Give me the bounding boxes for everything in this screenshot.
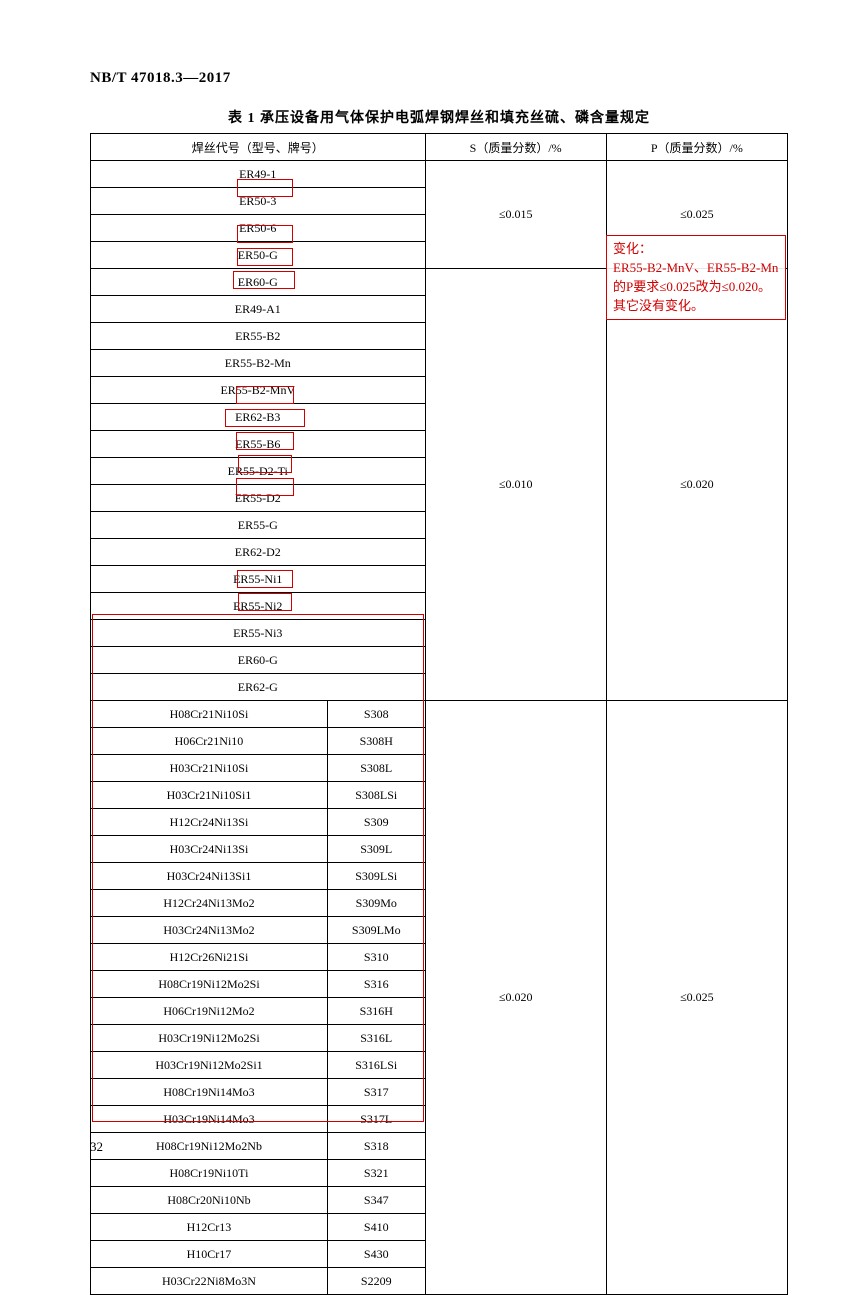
wire-code-a: H06Cr21Ni10	[91, 728, 328, 755]
wire-code-a: H08Cr21Ni10Si	[91, 701, 328, 728]
document-page: NB/T 47018.3—2017 表 1 承压设备用气体保护电弧焊钢焊丝和填充…	[0, 0, 848, 1200]
change-callout: 变化： ER55-B2-MnV、ER55-B2-Mn的P要求≤0.025改为≤0…	[606, 235, 786, 320]
callout-line3: 其它没有变化。	[613, 298, 704, 313]
wire-code-b: S316L	[327, 1025, 425, 1052]
wire-code: ER55-G	[91, 512, 426, 539]
wire-code-a: H03Cr19Ni12Mo2Si	[91, 1025, 328, 1052]
table-header-row: 焊丝代号（型号、牌号） S（质量分数）/% P（质量分数）/%	[91, 134, 788, 161]
wire-code: ER55-D2-Ti	[91, 458, 426, 485]
wire-code-a: H10Cr17	[91, 1241, 328, 1268]
wire-code-b: S317L	[327, 1106, 425, 1133]
wire-code-b: S316	[327, 971, 425, 998]
wire-code-b: S310	[327, 944, 425, 971]
wire-code-a: H12Cr26Ni21Si	[91, 944, 328, 971]
header-col2: S（质量分数）/%	[425, 134, 606, 161]
wire-code-a: H08Cr19Ni12Mo2Nb	[91, 1133, 328, 1160]
wire-code: ER55-B2-Mn	[91, 350, 426, 377]
wire-code-a: H06Cr19Ni12Mo2	[91, 998, 328, 1025]
wire-code: ER60-G	[91, 647, 426, 674]
header-col1: 焊丝代号（型号、牌号）	[91, 134, 426, 161]
wire-code-b: S316H	[327, 998, 425, 1025]
wire-code: ER62-D2	[91, 539, 426, 566]
wire-code-a: H03Cr19Ni14Mo3	[91, 1106, 328, 1133]
wire-code: ER55-B2	[91, 323, 426, 350]
wire-code-a: H03Cr22Ni8Mo3N	[91, 1268, 328, 1295]
wire-code: ER50-G	[91, 242, 426, 269]
wire-code-b: S317	[327, 1079, 425, 1106]
wire-code-b: S318	[327, 1133, 425, 1160]
wire-code: ER62-G	[91, 674, 426, 701]
p-value: ≤0.025	[606, 701, 787, 1295]
wire-code-b: S321	[327, 1160, 425, 1187]
wire-code: ER49-A1	[91, 296, 426, 323]
wire-code-a: H12Cr13	[91, 1214, 328, 1241]
wire-code: ER50-3	[91, 188, 426, 215]
wire-code: ER60-G	[91, 269, 426, 296]
wire-code-b: S308	[327, 701, 425, 728]
wire-code: ER55-B6	[91, 431, 426, 458]
wire-code-b: S309LSi	[327, 863, 425, 890]
s-value: ≤0.010	[425, 269, 606, 701]
wire-code-b: S347	[327, 1187, 425, 1214]
wire-code-a: H08Cr20Ni10Nb	[91, 1187, 328, 1214]
wire-code-b: S316LSi	[327, 1052, 425, 1079]
table-title: 表 1 承压设备用气体保护电弧焊钢焊丝和填充丝硫、磷含量规定	[90, 107, 788, 127]
wire-code-b: S308LSi	[327, 782, 425, 809]
wire-code-b: S2209	[327, 1268, 425, 1295]
wire-code-a: H03Cr21Ni10Si	[91, 755, 328, 782]
wire-code-a: H03Cr24Ni13Si	[91, 836, 328, 863]
wire-code-b: S309L	[327, 836, 425, 863]
wire-code-a: H08Cr19Ni10Ti	[91, 1160, 328, 1187]
page-number: 32	[90, 1139, 103, 1155]
wire-code-b: S309	[327, 809, 425, 836]
wire-code: ER50-6	[91, 215, 426, 242]
table-row: H08Cr21Ni10Si S308 ≤0.020 ≤0.025	[91, 701, 788, 728]
wire-code-b: S309LMo	[327, 917, 425, 944]
wire-code: ER55-Ni1	[91, 566, 426, 593]
wire-code-a: H08Cr19Ni14Mo3	[91, 1079, 328, 1106]
wire-code-b: S309Mo	[327, 890, 425, 917]
wire-code-b: S410	[327, 1214, 425, 1241]
wire-code-b: S430	[327, 1241, 425, 1268]
wire-code: ER55-Ni3	[91, 620, 426, 647]
wire-code-a: H12Cr24Ni13Si	[91, 809, 328, 836]
wire-code: ER49-1	[91, 161, 426, 188]
wire-code-b: S308H	[327, 728, 425, 755]
wire-code: ER55-Ni2	[91, 593, 426, 620]
wire-code: ER55-D2	[91, 485, 426, 512]
wire-code-a: H03Cr24Ni13Mo2	[91, 917, 328, 944]
p-value: ≤0.020	[606, 269, 787, 701]
s-value: ≤0.015	[425, 161, 606, 269]
doc-number: NB/T 47018.3—2017	[90, 70, 788, 87]
wire-code-b: S308L	[327, 755, 425, 782]
wire-code: ER62-B3	[91, 404, 426, 431]
s-value: ≤0.020	[425, 701, 606, 1295]
wire-code-a: H12Cr24Ni13Mo2	[91, 890, 328, 917]
callout-line1: 变化：	[613, 241, 652, 256]
callout-line2: ER55-B2-MnV、ER55-B2-Mn的P要求≤0.025改为≤0.020…	[613, 260, 778, 294]
header-col3: P（质量分数）/%	[606, 134, 787, 161]
wire-code-a: H03Cr24Ni13Si1	[91, 863, 328, 890]
table-row: ER49-1 ≤0.015 ≤0.025	[91, 161, 788, 188]
wire-code-a: H03Cr21Ni10Si1	[91, 782, 328, 809]
wire-code-a: H08Cr19Ni12Mo2Si	[91, 971, 328, 998]
wire-code-a: H03Cr19Ni12Mo2Si1	[91, 1052, 328, 1079]
wire-code: ER55-B2-MnV	[91, 377, 426, 404]
